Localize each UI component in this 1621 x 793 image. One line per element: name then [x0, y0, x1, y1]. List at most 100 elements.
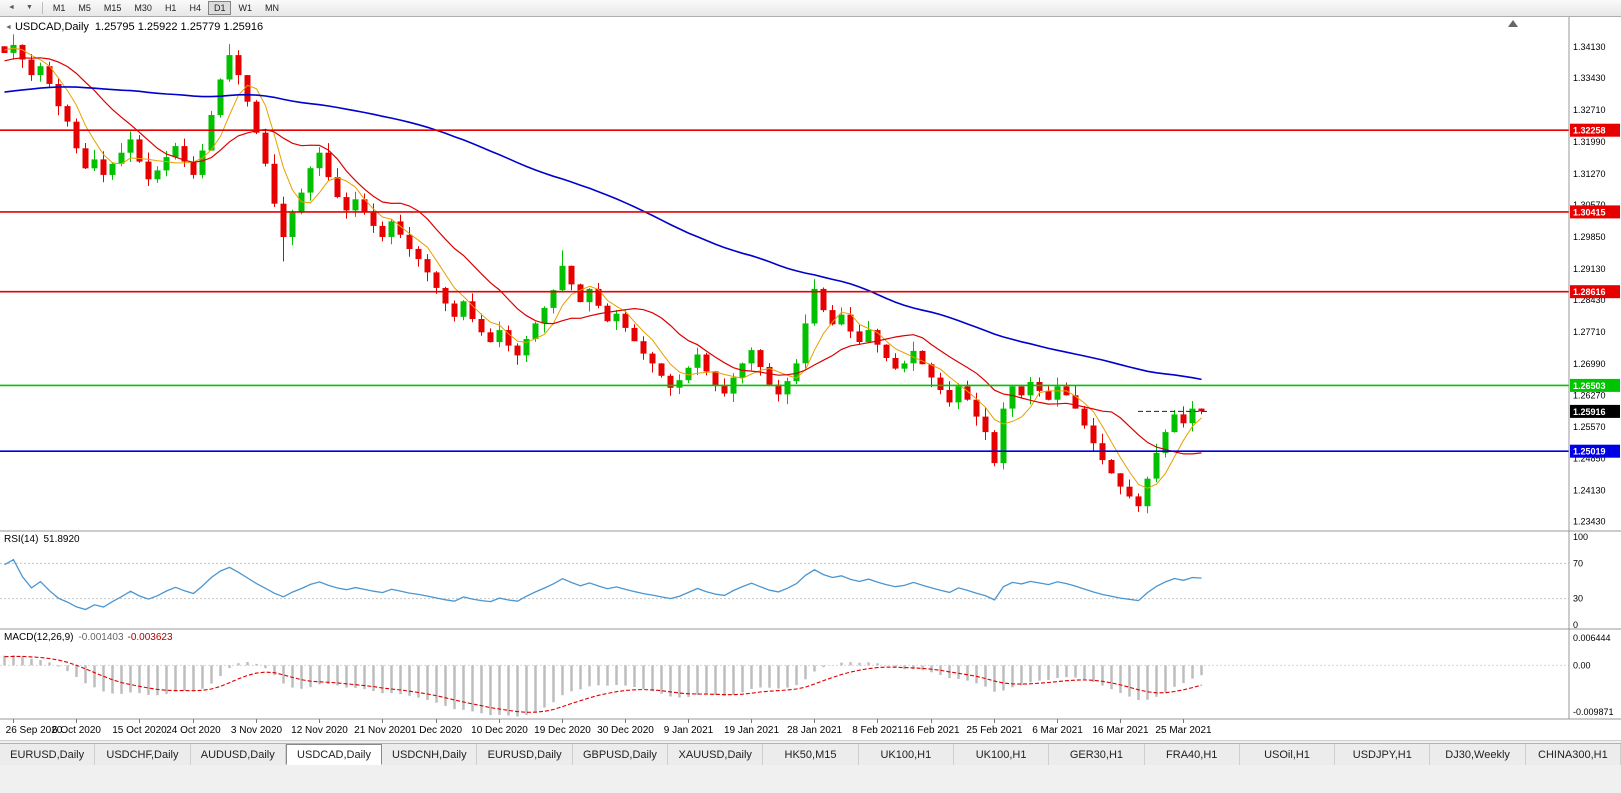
chart-symbol-label: USDCAD,Daily [14, 21, 89, 33]
tab-gbpusd-daily[interactable]: GBPUSD,Daily [572, 744, 669, 765]
svg-text:16 Mar 2021: 16 Mar 2021 [1092, 725, 1149, 736]
svg-text:12 Nov 2020: 12 Nov 2020 [291, 725, 348, 736]
ma-fast-line [4, 47, 1202, 489]
timeframe-d1[interactable]: D1 [207, 1, 232, 15]
svg-text:1.28430: 1.28430 [1573, 295, 1606, 305]
svg-text:19 Jan 2021: 19 Jan 2021 [724, 725, 779, 736]
svg-text:1.26270: 1.26270 [1573, 391, 1606, 401]
svg-text:25 Feb 2021: 25 Feb 2021 [966, 725, 1023, 736]
tab-fra40-h1[interactable]: FRA40,H1 [1144, 744, 1240, 765]
svg-text:1.32258: 1.32258 [1573, 126, 1606, 136]
svg-text:26 Sep 2020: 26 Sep 2020 [6, 725, 63, 736]
tab-usdchf-daily[interactable]: USDCHF,Daily [95, 744, 191, 765]
macd-label: MACD(12,26,9) -0.001403 -0.003623 [4, 632, 173, 643]
chart-background [0, 17, 1621, 741]
svg-text:0.006444: 0.006444 [1573, 633, 1611, 643]
tab-uk100-h1[interactable]: UK100,H1 [953, 744, 1050, 765]
timeframe-m1[interactable]: M1 [47, 1, 72, 15]
timeframe-h1[interactable]: H1 [159, 1, 183, 15]
tab-dj30-weekly[interactable]: DJ30,Weekly [1430, 744, 1526, 765]
toolbar-separator [41, 2, 43, 14]
tab-xauusd-daily[interactable]: XAUUSD,Daily [668, 744, 764, 765]
price-label-1.28616: 1.28616 [1570, 285, 1620, 299]
tab-china300-h1[interactable]: CHINA300,H1 [1525, 744, 1621, 765]
price-label-1.32258: 1.32258 [1570, 123, 1620, 137]
svg-text:1.26990: 1.26990 [1573, 359, 1606, 369]
chart-shift-marker-icon[interactable] [1508, 20, 1518, 27]
svg-text:1.24130: 1.24130 [1573, 486, 1606, 496]
chart-menu-button[interactable]: ◄ [3, 1, 20, 15]
svg-text:1.24850: 1.24850 [1573, 454, 1606, 464]
svg-text:10 Dec 2020: 10 Dec 2020 [471, 725, 528, 736]
chart-ohlc-values: 1.25795 1.25922 1.25779 1.25916 [94, 21, 264, 33]
svg-text:1.25019: 1.25019 [1573, 447, 1606, 457]
svg-text:28 Jan 2021: 28 Jan 2021 [787, 725, 842, 736]
macd-name: MACD(12,26,9) [4, 632, 74, 643]
macd-signal-value: -0.003623 [127, 632, 173, 643]
timeframe-m30[interactable]: M30 [128, 1, 158, 15]
svg-text:1.31270: 1.31270 [1573, 169, 1606, 179]
tab-usdjpy-h1[interactable]: USDJPY,H1 [1335, 744, 1431, 765]
rsi-label: RSI(14) 51.8920 [4, 534, 80, 545]
svg-text:25 Mar 2021: 25 Mar 2021 [1155, 725, 1212, 736]
svg-text:1.29130: 1.29130 [1573, 264, 1606, 274]
tab-eurusd-daily[interactable]: EURUSD,Daily [477, 744, 573, 765]
toolbar: ◄ ▼ M1 M5 M15 M30 H1 H4 D1 W1 MN [0, 0, 1621, 17]
svg-text:8 Feb 2021: 8 Feb 2021 [852, 725, 903, 736]
svg-text:1.25916: 1.25916 [1573, 407, 1606, 417]
rsi-axis[interactable]: 100 70 30 0 [1573, 532, 1588, 630]
svg-text:1.26503: 1.26503 [1573, 381, 1606, 391]
svg-text:3 Nov 2020: 3 Nov 2020 [231, 725, 283, 736]
svg-text:1.30570: 1.30570 [1573, 200, 1606, 210]
svg-text:1.23430: 1.23430 [1573, 517, 1606, 527]
tab-uk100-h1[interactable]: UK100,H1 [858, 744, 954, 765]
svg-text:6 Mar 2021: 6 Mar 2021 [1032, 725, 1083, 736]
tab-usdcnh-daily[interactable]: USDCNH,Daily [382, 744, 478, 765]
svg-text:1.32710: 1.32710 [1573, 105, 1606, 115]
svg-text:-0.009871: -0.009871 [1573, 707, 1614, 717]
tab-ger30-h1[interactable]: GER30,H1 [1049, 744, 1145, 765]
svg-text:0: 0 [1573, 620, 1578, 630]
macd-axis[interactable]: 0.006444 0.00 -0.009871 [1573, 633, 1614, 717]
svg-text:9 Jan 2021: 9 Jan 2021 [664, 725, 714, 736]
chart-dropdown-icon[interactable]: ◄ [5, 24, 12, 31]
svg-text:6 Oct 2020: 6 Oct 2020 [52, 725, 101, 736]
rsi-value: 51.8920 [43, 534, 80, 545]
svg-text:1.29850: 1.29850 [1573, 232, 1606, 242]
tab-audusd-daily[interactable]: AUDUSD,Daily [190, 744, 286, 765]
tab-hk50-m15[interactable]: HK50,M15 [763, 744, 859, 765]
timeframe-buttons: M1 M5 M15 M30 H1 H4 D1 W1 MN [47, 1, 285, 15]
price-label-1.30415: 1.30415 [1570, 205, 1620, 219]
svg-text:100: 100 [1573, 532, 1588, 542]
svg-text:1.30415: 1.30415 [1573, 207, 1606, 217]
svg-text:16 Feb 2021: 16 Feb 2021 [903, 725, 960, 736]
timeframe-h4[interactable]: H4 [183, 1, 207, 15]
ma-mid-line [4, 57, 1202, 455]
macd-main-value: -0.001403 [78, 632, 124, 643]
svg-text:24 Oct 2020: 24 Oct 2020 [166, 725, 221, 736]
svg-text:1.28616: 1.28616 [1573, 287, 1606, 297]
tab-eurusd-daily[interactable]: EURUSD,Daily [0, 744, 96, 765]
svg-text:19 Dec 2020: 19 Dec 2020 [534, 725, 591, 736]
timeframe-m5[interactable]: M5 [72, 1, 97, 15]
timeframe-w1[interactable]: W1 [232, 1, 258, 15]
price-axis[interactable]: 1.34130 1.33430 1.32710 1.31990 1.31270 1.305… [1573, 42, 1606, 527]
symbol-tabbar: EURUSD,Daily USDCHF,Daily AUDUSD,Daily USDC… [0, 743, 1621, 765]
timeframe-mn[interactable]: MN [259, 1, 285, 15]
svg-text:21 Nov 2020: 21 Nov 2020 [354, 725, 411, 736]
chart-canvas[interactable]: 1.34130 1.33430 1.32710 1.31990 1.31270 1.305… [0, 0, 1621, 741]
svg-text:15 Oct 2020: 15 Oct 2020 [112, 725, 167, 736]
svg-text:30 Dec 2020: 30 Dec 2020 [597, 725, 654, 736]
svg-text:0.00: 0.00 [1573, 660, 1591, 670]
period-menu-button[interactable]: ▼ [21, 1, 38, 15]
svg-text:1.34130: 1.34130 [1573, 42, 1606, 52]
tab-usdcad-daily[interactable]: USDCAD,Daily [285, 744, 383, 765]
svg-text:1 Dec 2020: 1 Dec 2020 [411, 725, 463, 736]
timeframe-m15[interactable]: M15 [98, 1, 128, 15]
price-label-1.25019: 1.25019 [1570, 444, 1620, 458]
chart-title: ◄ USDCAD,Daily 1.25795 1.25922 1.25779 1.2… [5, 21, 263, 33]
svg-text:1.27710: 1.27710 [1573, 327, 1606, 337]
tab-usoil-h1[interactable]: USOil,H1 [1239, 744, 1336, 765]
price-label-1.26503: 1.26503 [1570, 378, 1620, 392]
